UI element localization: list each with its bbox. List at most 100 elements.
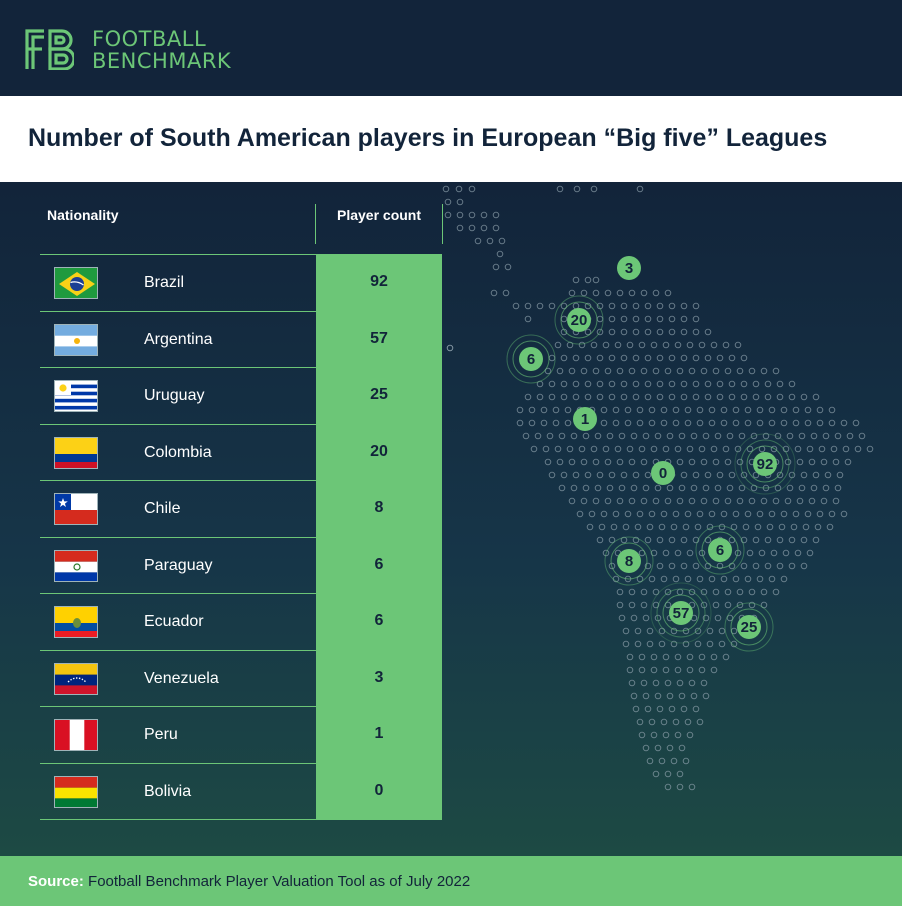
map-dot	[788, 536, 796, 544]
map-dot	[676, 367, 684, 375]
map-dot	[740, 471, 748, 479]
map-dot	[730, 640, 738, 648]
map-dot	[572, 302, 580, 310]
map-dot	[620, 471, 628, 479]
map-dot	[636, 185, 644, 193]
map-dot	[600, 419, 608, 427]
map-dot	[764, 536, 772, 544]
map-dot	[692, 705, 700, 713]
map-dot	[642, 744, 650, 752]
map-dot	[834, 432, 842, 440]
table-row: Venezuela 3	[40, 650, 442, 707]
player-count-value: 20	[370, 442, 388, 460]
map-dot	[756, 406, 764, 414]
map-dot	[828, 419, 836, 427]
map-dot	[656, 536, 664, 544]
map-dot	[666, 692, 674, 700]
map-dot	[622, 627, 630, 635]
source-note: Source: Football Benchmark Player Valuat…	[28, 873, 470, 890]
map-dot	[650, 666, 658, 674]
map-dot	[654, 484, 662, 492]
header-divider	[442, 204, 443, 244]
map-dot	[616, 289, 624, 297]
map-dot	[664, 497, 672, 505]
map-dot	[584, 393, 592, 401]
map-dot	[640, 458, 648, 466]
map-dot	[568, 367, 576, 375]
map-dot	[692, 471, 700, 479]
map-dot	[704, 380, 712, 388]
map-dot	[632, 328, 640, 336]
footer: Source: Football Benchmark Player Valuat…	[0, 856, 902, 906]
map-dot	[702, 432, 710, 440]
map-dot	[776, 471, 784, 479]
map-dot	[684, 406, 692, 414]
map-dot	[662, 445, 670, 453]
map-dot	[652, 601, 660, 609]
colombia-flag-icon	[54, 436, 98, 469]
marker-label: 92	[757, 456, 774, 473]
map-marker-colombia: 20	[554, 295, 604, 345]
map-dot	[760, 588, 768, 596]
marker-ring	[554, 295, 604, 345]
map-dot	[628, 497, 636, 505]
marker-label: 3	[625, 260, 633, 277]
map-dot	[560, 380, 568, 388]
map-dot	[744, 406, 752, 414]
map-dot	[568, 458, 576, 466]
map-dot	[598, 523, 606, 531]
map-marker-bolivia: 0	[651, 461, 675, 485]
map-dot	[736, 458, 744, 466]
map-dot	[606, 432, 614, 440]
map-dot	[602, 445, 610, 453]
map-dot	[704, 393, 712, 401]
map-dot	[684, 718, 692, 726]
map-dot	[544, 367, 552, 375]
map-dot	[656, 302, 664, 310]
chile-flag-icon	[54, 493, 98, 525]
map-dot	[680, 302, 688, 310]
map-dot	[600, 510, 608, 518]
map-dot	[706, 523, 714, 531]
map-dot	[614, 445, 622, 453]
map-dot	[736, 588, 744, 596]
map-dot	[536, 302, 544, 310]
map-dot	[768, 406, 776, 414]
title-bar: Number of South American players in Euro…	[0, 96, 902, 182]
map-dot	[686, 549, 694, 557]
map-dot	[580, 367, 588, 375]
map-dot	[612, 406, 620, 414]
map-dot	[640, 367, 648, 375]
map-dot	[662, 653, 670, 661]
map-dot	[624, 419, 632, 427]
brazil-flag-icon	[54, 267, 98, 299]
marker-ring	[650, 582, 712, 644]
map-dot	[802, 523, 810, 531]
map-dot	[620, 380, 628, 388]
map-marker-paraguay: 6	[695, 525, 745, 575]
uruguay-flag-icon	[54, 380, 98, 412]
table-row: Brazil 92	[40, 255, 442, 311]
map-dot	[816, 510, 824, 518]
map-dot	[648, 718, 656, 726]
map-dot	[782, 549, 790, 557]
map-dot	[666, 484, 674, 492]
map-dot	[752, 562, 760, 570]
map-dot	[638, 341, 646, 349]
header-divider	[315, 204, 316, 244]
map-dot	[764, 562, 772, 570]
map-dot	[732, 575, 740, 583]
map-dot	[828, 406, 836, 414]
map-dot	[736, 497, 744, 505]
map-dot	[608, 354, 616, 362]
map-dot	[758, 549, 766, 557]
map-dot	[724, 588, 732, 596]
map-dot	[714, 432, 722, 440]
marker-ring	[512, 340, 550, 378]
map-dot	[704, 354, 712, 362]
map-dot	[573, 185, 581, 193]
map-dot	[596, 302, 604, 310]
map-dot	[556, 367, 564, 375]
map-dot	[800, 393, 808, 401]
map-dot	[455, 185, 463, 193]
